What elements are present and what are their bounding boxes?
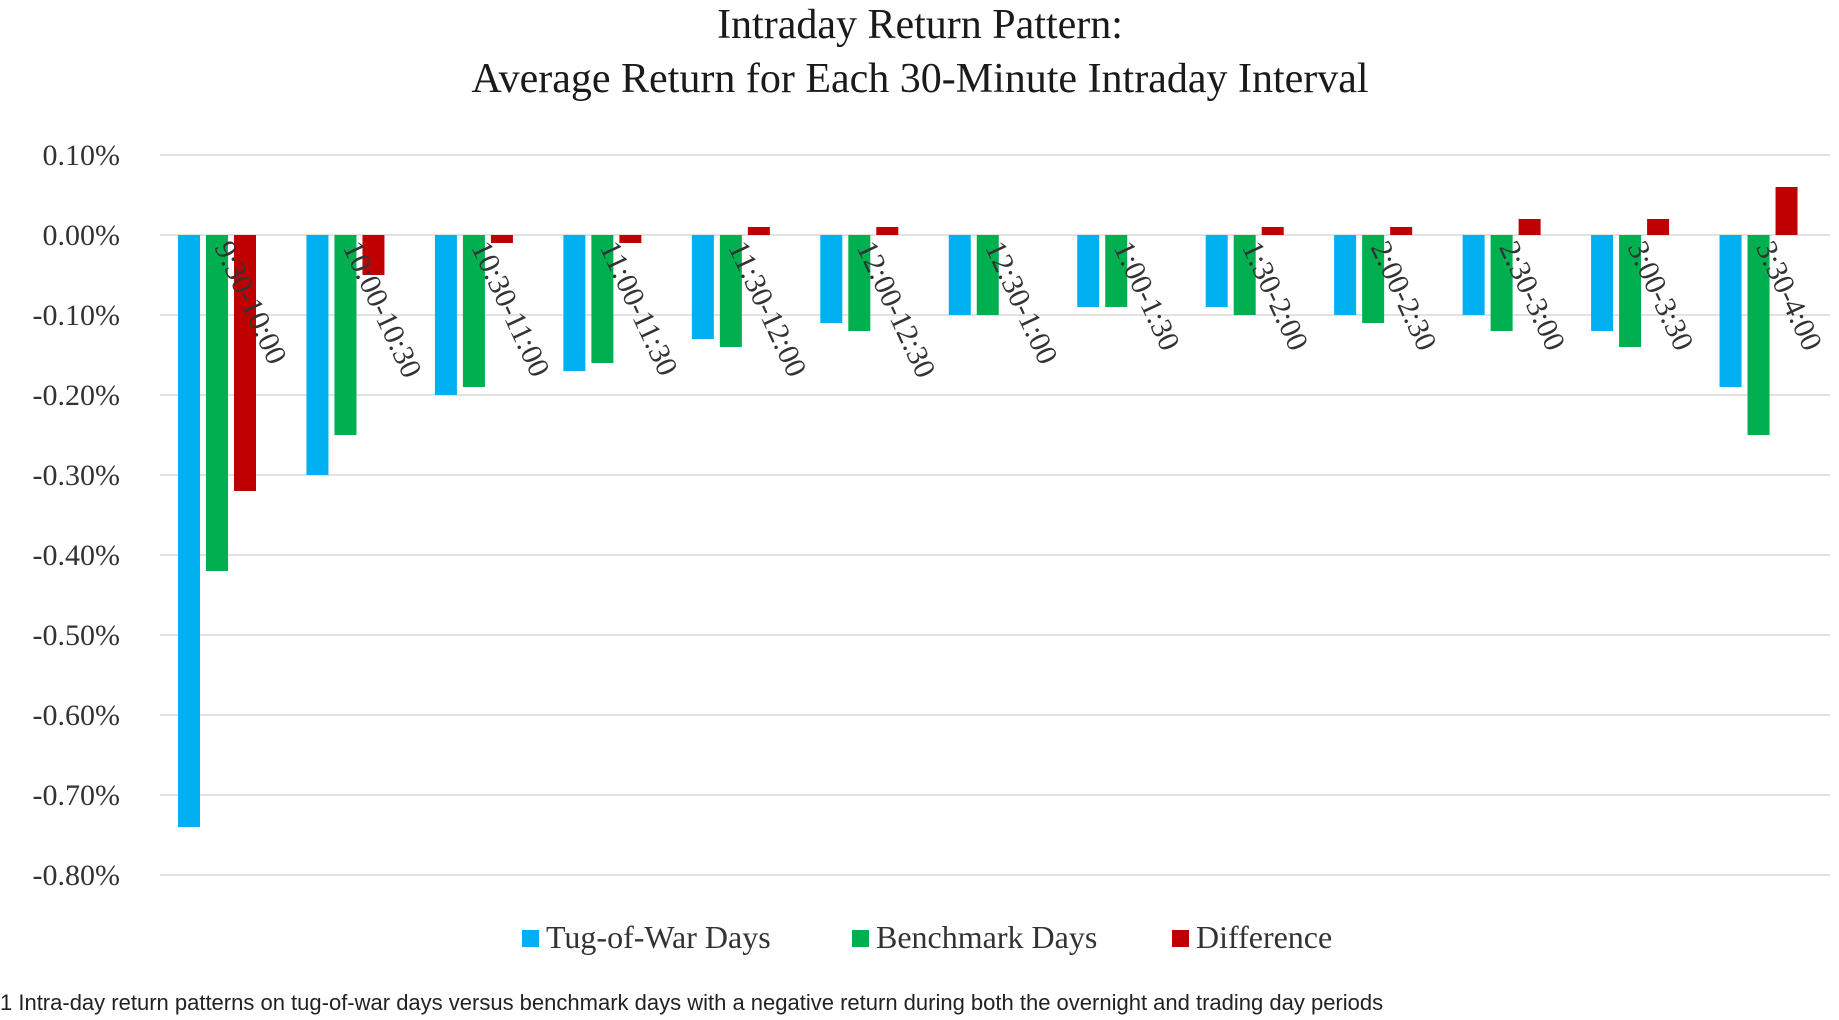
y-tick-label: -0.30% — [33, 459, 120, 492]
bars — [178, 187, 1798, 827]
y-tick-label: -0.50% — [33, 619, 120, 652]
bar — [1105, 235, 1128, 307]
bar — [1261, 227, 1284, 235]
bar — [691, 235, 714, 339]
bar — [1490, 235, 1513, 331]
y-tick-label: 0.00% — [43, 219, 121, 252]
bar — [1647, 219, 1670, 235]
y-tick-label: -0.20% — [33, 379, 120, 412]
bar — [948, 235, 971, 315]
bar — [1390, 227, 1413, 235]
chart-title-line: Intraday Return Pattern: — [717, 2, 1123, 48]
chart-title: Intraday Return Pattern: Average Return f… — [471, 2, 1368, 102]
bar — [1775, 187, 1798, 235]
bar — [591, 235, 614, 363]
bar — [1334, 235, 1357, 315]
bar — [820, 235, 843, 323]
bar — [1362, 235, 1385, 323]
y-tick-label: 0.10% — [43, 139, 121, 172]
bar — [362, 235, 385, 275]
bar — [976, 235, 999, 315]
bar — [1233, 235, 1256, 315]
bar — [490, 235, 513, 243]
y-axis-ticks: 0.10% 0.00% -0.10% -0.20% -0.30% -0.40% -0.50%… — [33, 139, 120, 892]
y-tick-label: -0.40% — [33, 539, 120, 572]
bar — [206, 235, 228, 571]
bar — [619, 235, 642, 243]
bar — [876, 227, 899, 235]
bar — [178, 235, 200, 827]
y-tick-label: -0.80% — [33, 859, 120, 892]
y-tick-label: -0.10% — [33, 299, 120, 332]
legend: Tug-of-War Days Benchmark Days Difference — [522, 919, 1332, 955]
bar — [747, 227, 770, 235]
bar — [462, 235, 485, 387]
bar — [334, 235, 357, 435]
bar — [306, 235, 329, 475]
legend-swatch — [1172, 930, 1189, 947]
bar — [1747, 235, 1770, 435]
bar — [1619, 235, 1642, 347]
bar — [1518, 219, 1541, 235]
bar — [1077, 235, 1100, 307]
bar — [848, 235, 871, 331]
bar — [1462, 235, 1485, 315]
bar — [563, 235, 586, 371]
legend-swatch — [852, 930, 869, 947]
bar — [234, 235, 256, 491]
legend-swatch — [522, 930, 539, 947]
bar — [719, 235, 742, 347]
legend-label: Benchmark Days — [876, 919, 1097, 955]
bar — [1591, 235, 1614, 331]
legend-label: Difference — [1196, 919, 1332, 955]
bar — [1205, 235, 1228, 307]
y-tick-label: -0.60% — [33, 699, 120, 732]
bar — [1719, 235, 1742, 387]
legend-label: Tug-of-War Days — [546, 919, 771, 955]
bar — [434, 235, 457, 395]
figure-caption: 1 Intra-day return patterns on tug-of-wa… — [0, 990, 1384, 1015]
chart-title-line: Average Return for Each 30-Minute Intrad… — [471, 56, 1368, 102]
y-tick-label: -0.70% — [33, 779, 120, 812]
